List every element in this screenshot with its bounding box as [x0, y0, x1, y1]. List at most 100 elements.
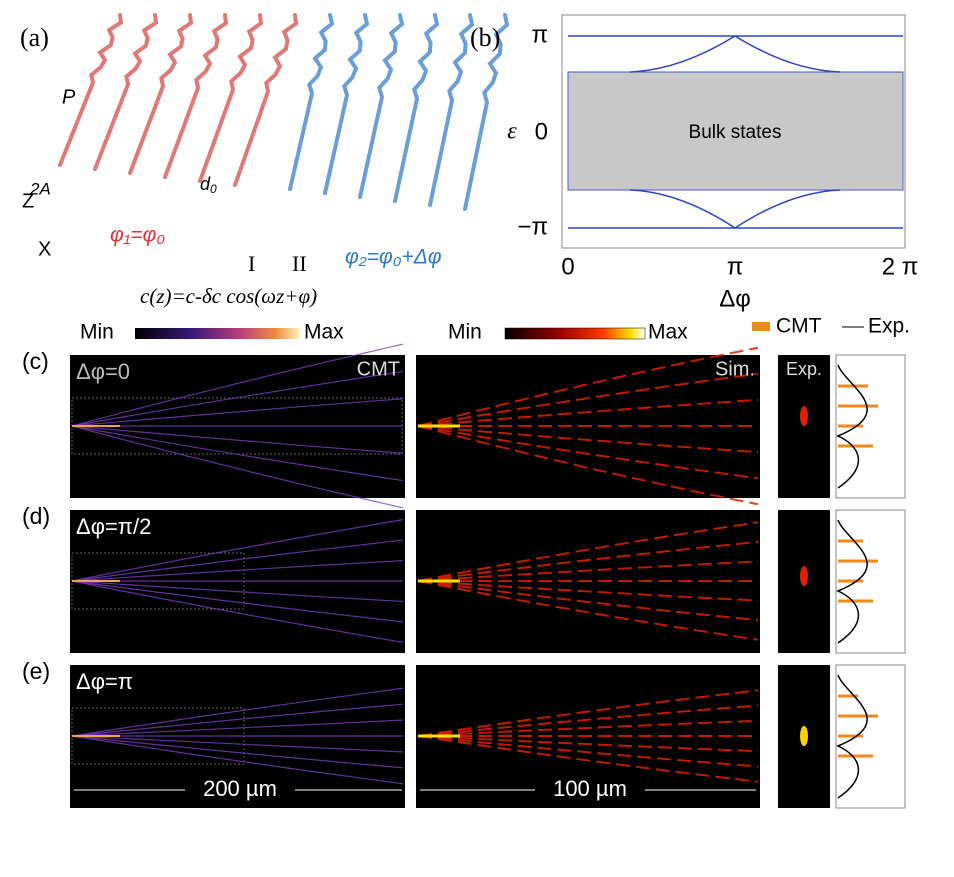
beam [71, 559, 404, 582]
waveguide [198, 13, 264, 183]
scale-bars: 200 µm 100 µm [74, 776, 756, 804]
sim-label: Sim. [715, 358, 755, 380]
scale-label: 200 µm [203, 776, 277, 801]
waveguide [288, 13, 335, 191]
panel-a: (a) P 2A d0 Z X φ₁=φ₀ I II φ₂=φ₀+Δφ c(z)… [20, 13, 510, 308]
bulk-label: Bulk states [689, 122, 782, 143]
waveguide [428, 13, 475, 207]
waveguide [128, 13, 194, 175]
beam [417, 560, 759, 582]
label-d: d0 [200, 174, 217, 196]
legend-label: Exp. [868, 315, 910, 338]
waveguide [58, 13, 124, 167]
exp-spot [800, 406, 808, 426]
beam [417, 735, 759, 753]
profile-exp [836, 519, 868, 644]
beam [71, 687, 404, 737]
label-a: 2A [29, 179, 51, 198]
waveguide [93, 13, 159, 171]
waveguide [463, 13, 510, 211]
exp-spot [800, 566, 808, 586]
colorbar [135, 328, 300, 339]
beam [417, 735, 759, 768]
profile-cmt [838, 539, 878, 603]
label-ii: II [292, 251, 307, 276]
waveguide [163, 13, 229, 179]
beam [71, 343, 404, 427]
beam [417, 540, 759, 582]
profile-cmt [838, 384, 878, 448]
bulk-band [567, 71, 904, 191]
scale-bg [535, 776, 645, 804]
cbar-min: Min [448, 321, 482, 344]
x-tick-label: 2 π [882, 253, 919, 280]
beam [417, 580, 759, 602]
cbar-max: Max [648, 321, 688, 344]
beam [71, 580, 404, 623]
waveguide [233, 13, 299, 187]
scale-label: 100 µm [553, 776, 627, 801]
phi2: φ₂=φ₀+Δφ [345, 246, 442, 269]
row-label: (e) [22, 658, 50, 684]
exp-label: Exp. [786, 359, 822, 379]
x-tick-label: 0 [561, 253, 574, 280]
exp-panel [778, 355, 830, 498]
beam [71, 735, 404, 753]
legend-label: CMT [776, 315, 822, 338]
beam [417, 521, 759, 582]
phase-label: Δφ=π [76, 669, 133, 694]
label-i: I [248, 251, 255, 276]
beam [417, 372, 759, 427]
beam [71, 519, 404, 582]
panel-label: (b) [470, 23, 500, 52]
beam [417, 689, 759, 737]
cbar-min: Min [80, 321, 114, 344]
beam [71, 580, 404, 603]
beam [417, 704, 759, 737]
cbar-max: Max [304, 321, 344, 344]
waveguide [393, 13, 440, 203]
y-tick-label: 0 [535, 118, 548, 145]
legend-swatch [752, 322, 770, 331]
beam [71, 719, 404, 737]
equation: c(z)=c-δc cos(ωz+φ) [140, 284, 317, 308]
beam [417, 425, 759, 506]
beam [71, 425, 404, 454]
scale-bg [185, 776, 295, 804]
label-p: P [62, 86, 76, 108]
y-tick-label: π [531, 21, 548, 48]
beam [71, 425, 404, 482]
beam [417, 425, 759, 454]
axis-z: Z [22, 190, 34, 212]
beam [71, 539, 404, 582]
beam [417, 346, 759, 427]
phi1: φ₁=φ₀ [110, 224, 165, 247]
colorbars: Min Max Min Max CMT Exp. [80, 315, 910, 344]
beam [417, 735, 759, 783]
panel-b: (b) Bulk states π 0 −π 0 π 2 π ε Δφ [470, 14, 919, 312]
beam [71, 735, 404, 785]
panel-label: (a) [20, 23, 49, 52]
beam [71, 735, 404, 769]
beam [71, 425, 404, 509]
profile-cmt [838, 694, 878, 758]
beam [417, 398, 759, 427]
row-label: (c) [22, 348, 49, 374]
colorbar [504, 327, 646, 340]
beam [71, 703, 404, 737]
beam [71, 580, 404, 643]
cmt-label: CMT [357, 358, 400, 380]
x-tick-label: π [727, 253, 744, 280]
edge-states [629, 35, 841, 229]
beam [417, 425, 759, 480]
profile-exp [836, 364, 868, 489]
exp-spot [800, 726, 808, 746]
y-axis-label: ε [507, 119, 517, 145]
x-axis-label: Δφ [719, 285, 751, 312]
beam [417, 719, 759, 737]
waveguide [358, 13, 405, 199]
beam [417, 580, 759, 641]
row-label: (d) [22, 503, 50, 529]
beam [71, 370, 404, 427]
